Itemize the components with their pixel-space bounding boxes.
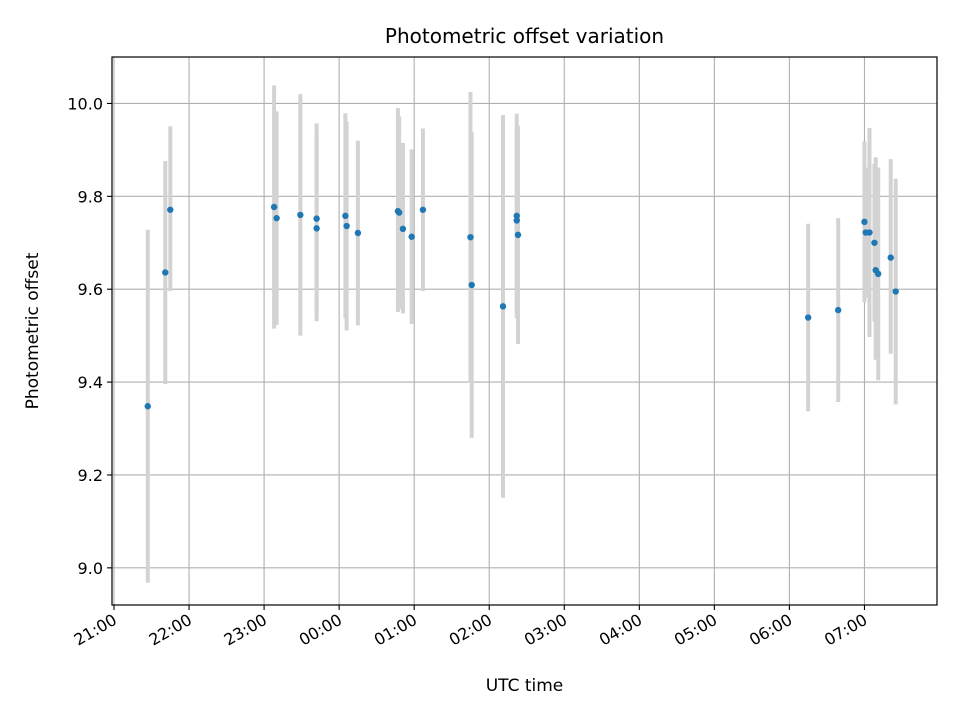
data-point <box>875 270 882 278</box>
data-point <box>342 212 349 220</box>
data-point <box>804 314 812 321</box>
y-tick-label: 9.0 <box>78 559 103 578</box>
data-point <box>273 214 280 222</box>
data-point <box>892 288 899 295</box>
data-point <box>395 209 403 216</box>
data-point <box>270 203 278 211</box>
y-tick-label: 9.4 <box>78 373 103 392</box>
data-point <box>514 231 522 239</box>
data-point <box>468 281 475 289</box>
data-point <box>887 254 894 261</box>
data-point <box>313 215 320 222</box>
data-point <box>513 212 520 220</box>
grid <box>112 57 937 605</box>
data-point <box>167 206 174 213</box>
data-point <box>861 218 868 226</box>
data-point <box>162 269 169 276</box>
y-axis-ticks: 9.0 9.2 9.4 9.6 9.8 10.0 <box>67 94 112 578</box>
plot-frame <box>111 56 938 606</box>
data-point <box>313 225 320 232</box>
data-point <box>343 222 350 230</box>
data-point <box>467 233 474 241</box>
data-point <box>871 239 878 246</box>
x-axis-title: UTC time <box>486 676 564 696</box>
data-point <box>297 211 304 219</box>
y-tick-label: 9.2 <box>78 466 103 485</box>
y-axis-title: Photometric offset <box>23 252 43 409</box>
data-point <box>499 303 507 310</box>
y-tick-label: 9.8 <box>78 187 103 206</box>
data-points <box>144 203 899 410</box>
y-tick-label: 10.0 <box>67 94 103 113</box>
chart-title: Photometric offset variation <box>385 24 664 48</box>
plot-area <box>112 57 937 605</box>
data-point <box>399 225 407 233</box>
y-tick-label: 9.6 <box>78 280 103 299</box>
data-point <box>834 306 842 314</box>
data-point <box>513 217 520 224</box>
data-point <box>866 229 873 236</box>
data-point <box>419 206 427 213</box>
data-point <box>144 403 151 410</box>
data-point <box>354 229 362 237</box>
data-point <box>408 233 415 240</box>
